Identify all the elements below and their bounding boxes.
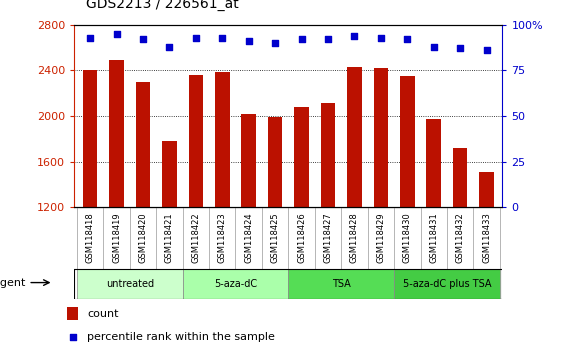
Bar <box>109 60 124 207</box>
Text: GSM118429: GSM118429 <box>376 212 385 263</box>
Bar <box>136 82 150 207</box>
Bar <box>427 119 441 207</box>
Point <box>456 46 465 51</box>
Point <box>403 36 412 42</box>
Bar <box>242 114 256 207</box>
Text: percentile rank within the sample: percentile rank within the sample <box>87 332 275 342</box>
Point <box>165 44 174 50</box>
Point <box>86 35 95 40</box>
Bar <box>162 141 176 207</box>
Text: GSM118419: GSM118419 <box>112 212 121 263</box>
Point <box>376 35 385 40</box>
Bar <box>77 269 183 299</box>
Point <box>271 40 280 46</box>
Text: GSM118431: GSM118431 <box>429 212 439 263</box>
Text: count: count <box>87 309 119 319</box>
Point <box>68 334 77 340</box>
Bar <box>400 76 415 207</box>
Text: GSM118421: GSM118421 <box>165 212 174 263</box>
Text: GSM118426: GSM118426 <box>297 212 306 263</box>
Text: GSM118427: GSM118427 <box>324 212 332 263</box>
Text: GSM118422: GSM118422 <box>191 212 200 263</box>
Text: GSM118424: GSM118424 <box>244 212 253 263</box>
Point <box>138 36 147 42</box>
Bar <box>183 269 288 299</box>
Point <box>350 33 359 39</box>
Text: TSA: TSA <box>332 279 351 289</box>
Bar <box>479 172 494 207</box>
Text: GSM118420: GSM118420 <box>138 212 147 263</box>
Text: untreated: untreated <box>106 279 154 289</box>
Text: GSM118432: GSM118432 <box>456 212 465 263</box>
Text: GSM118423: GSM118423 <box>218 212 227 263</box>
Text: GSM118418: GSM118418 <box>86 212 95 263</box>
Bar <box>83 70 98 207</box>
Bar <box>394 269 500 299</box>
Point <box>323 36 332 42</box>
Point <box>191 35 200 40</box>
Text: 5-aza-dC plus TSA: 5-aza-dC plus TSA <box>403 279 491 289</box>
Bar <box>321 103 335 207</box>
Bar <box>215 72 230 207</box>
Bar <box>288 269 394 299</box>
Text: agent: agent <box>0 278 26 287</box>
Text: GSM118428: GSM118428 <box>350 212 359 263</box>
Text: GSM118433: GSM118433 <box>482 212 491 263</box>
Bar <box>67 307 78 320</box>
Text: GSM118430: GSM118430 <box>403 212 412 263</box>
Text: 5-aza-dC: 5-aza-dC <box>214 279 257 289</box>
Text: GSM118425: GSM118425 <box>271 212 280 263</box>
Bar <box>373 68 388 207</box>
Point <box>244 38 254 44</box>
Point <box>429 44 439 50</box>
Bar <box>188 75 203 207</box>
Bar <box>294 107 309 207</box>
Point <box>112 31 121 37</box>
Bar <box>453 148 468 207</box>
Text: GDS2213 / 226561_at: GDS2213 / 226561_at <box>86 0 239 11</box>
Bar <box>347 67 361 207</box>
Point <box>482 47 491 53</box>
Point <box>218 35 227 40</box>
Bar <box>268 116 283 207</box>
Point <box>297 36 306 42</box>
